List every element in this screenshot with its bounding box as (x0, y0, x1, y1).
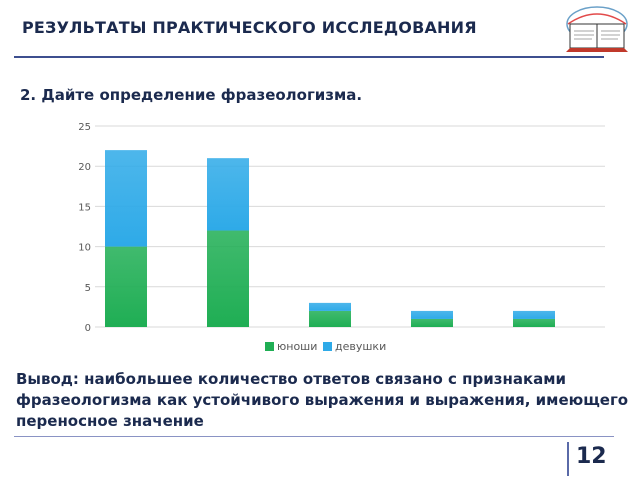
legend-label: юноши (277, 340, 317, 353)
bar-series1 (105, 246, 147, 327)
book-logo-icon (566, 6, 628, 52)
y-tick-label: 20 (78, 162, 91, 173)
y-tick-label: 5 (85, 283, 91, 294)
bar-series1 (513, 318, 555, 327)
page-number: 12 (576, 444, 607, 469)
conclusion-text: Вывод: наибольшее количество ответов свя… (16, 370, 629, 430)
bar-series1 (207, 230, 249, 327)
bar-series2 (105, 150, 147, 247)
bar-series1 (309, 310, 351, 327)
y-tick-label: 0 (85, 323, 91, 334)
y-tick-label: 25 (78, 122, 91, 133)
stacked-bar-chart: 0 5 10 15 20 25 юноши девушки (78, 122, 605, 353)
legend-label: девушки (335, 340, 386, 353)
legend-swatch (265, 342, 274, 351)
footer-vertical-divider (567, 442, 569, 476)
header-divider (14, 56, 604, 58)
bar-series2 (207, 158, 249, 231)
footer-divider (14, 436, 614, 437)
y-tick-label: 10 (78, 243, 91, 254)
bar-series2 (309, 302, 351, 311)
question-text: 2. Дайте определение фразеологизма. (20, 86, 363, 104)
y-tick-label: 15 (78, 202, 91, 213)
page-title: РЕЗУЛЬТАТЫ ПРАКТИЧЕСКОГО ИССЛЕДОВАНИЯ (22, 18, 477, 37)
legend-swatch (323, 342, 332, 351)
bar-series2 (411, 310, 453, 319)
bar-series1 (411, 318, 453, 327)
bar-series2 (513, 310, 555, 319)
